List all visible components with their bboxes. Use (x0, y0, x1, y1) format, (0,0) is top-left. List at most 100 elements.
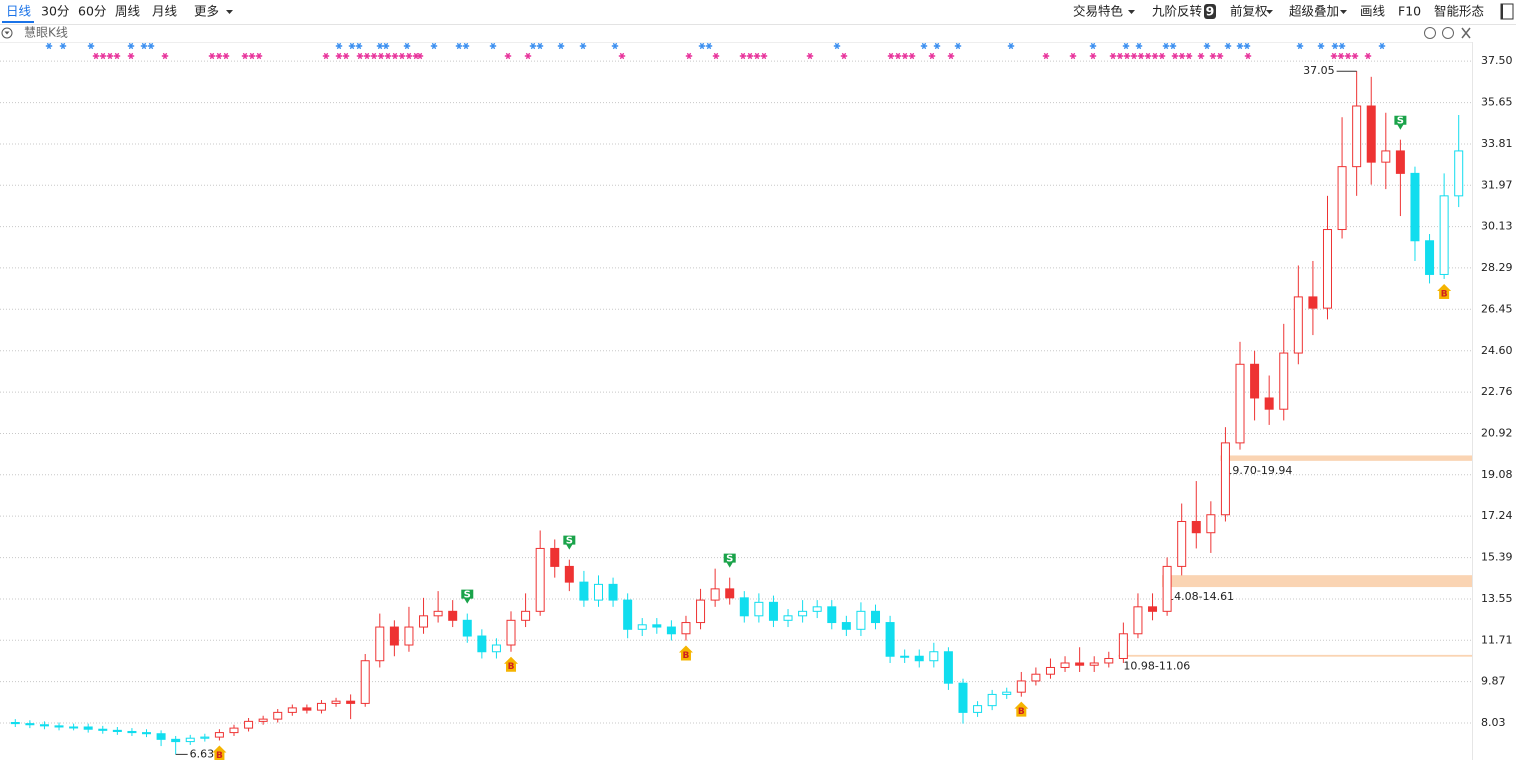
candle-body (1104, 657, 1114, 664)
candle-body (39, 724, 49, 727)
candle-body (1235, 363, 1245, 444)
candle-body (433, 610, 443, 617)
star (1169, 42, 1177, 50)
help-icon[interactable] (1442, 27, 1454, 39)
toolbar-item[interactable]: 超级叠加 (1289, 4, 1339, 19)
toolbar-tab[interactable]: 30分 (41, 4, 69, 19)
toolbar-item[interactable]: F10 (1398, 4, 1421, 19)
star (504, 52, 512, 60)
toolbar-tab[interactable]: 更多 (194, 4, 219, 19)
star (208, 52, 216, 60)
candle-body (1045, 666, 1055, 675)
star (59, 42, 67, 50)
star (462, 42, 470, 50)
candle-body (652, 624, 662, 628)
candle-body (696, 599, 706, 624)
candle-body (200, 736, 210, 739)
candle-body (841, 622, 851, 630)
y-tick-label: 15.39 (1481, 551, 1513, 564)
buy-label: B (1018, 707, 1025, 717)
toolbar-item[interactable]: 九阶反转 (1152, 4, 1202, 19)
star (746, 52, 754, 60)
buy-marker (678, 645, 693, 661)
star (1178, 52, 1186, 60)
star (222, 52, 230, 60)
panel-icon-frame[interactable] (1500, 3, 1514, 20)
star (416, 52, 424, 60)
buy-label: B (216, 751, 223, 760)
candle-body (1016, 680, 1026, 693)
toolbar-tab[interactable]: 周线 (115, 4, 141, 19)
close-icon[interactable] (1461, 27, 1471, 39)
candle-body (958, 682, 968, 713)
toolbar-tab[interactable]: 日线 (6, 4, 32, 19)
candle-body (244, 720, 254, 729)
star (370, 52, 378, 60)
candle-body (83, 726, 93, 730)
star (99, 52, 107, 60)
star (127, 42, 135, 50)
star (928, 52, 936, 60)
candle-body (1352, 105, 1362, 168)
candle-body (1220, 442, 1230, 516)
sell-label: S (464, 590, 471, 601)
candle-body (783, 615, 793, 621)
buy-marker (1437, 283, 1452, 299)
buy-label: B (683, 651, 690, 661)
toolbar-tab[interactable]: 月线 (152, 4, 178, 19)
min-label: 6.63 (190, 747, 215, 760)
candle-body (229, 727, 239, 734)
star (611, 42, 619, 50)
dropdown-arrow (1340, 10, 1347, 14)
toolbar-item[interactable]: 前复权 (1230, 4, 1268, 19)
candle-body (1381, 150, 1391, 163)
candle-body (346, 700, 356, 704)
candle-body (564, 565, 574, 583)
candle-body (375, 626, 385, 662)
candle-body (1002, 691, 1012, 695)
dropdown-arrow (226, 10, 233, 14)
candle-body (623, 599, 633, 630)
star (1338, 42, 1346, 50)
star (342, 52, 350, 60)
star (355, 42, 363, 50)
star (833, 42, 841, 50)
candle-body (812, 606, 822, 612)
sell-marker (563, 535, 576, 550)
candle-body (25, 723, 35, 726)
star (215, 52, 223, 60)
candle-body (316, 702, 326, 711)
badge (1204, 4, 1216, 19)
candle-body (579, 581, 589, 601)
star (1137, 52, 1145, 60)
toolbar-tab[interactable]: 60分 (78, 4, 106, 19)
star (1162, 42, 1170, 50)
candle-body (1250, 363, 1260, 399)
candle-body (754, 601, 764, 617)
star (1216, 52, 1224, 60)
support-band (1118, 654, 1472, 657)
toolbar-item[interactable]: 智能形态 (1434, 4, 1484, 19)
star (1337, 52, 1345, 60)
candle-body (1454, 150, 1464, 197)
star (335, 52, 343, 60)
toolbar-item[interactable]: 交易特色 (1073, 4, 1124, 19)
toolbar-item[interactable]: 画线 (1360, 4, 1386, 19)
y-tick-label: 9.87 (1481, 675, 1506, 688)
collapse-icon[interactable] (1, 27, 13, 39)
star (92, 52, 100, 60)
candle-body (827, 606, 837, 624)
candle-body (156, 733, 166, 740)
toolbar-item[interactable]: 9 (1206, 4, 1215, 19)
buy-label: B (1441, 289, 1448, 299)
sell-label: S (566, 536, 573, 547)
panel-icon[interactable] (1501, 4, 1503, 19)
candle-body (1293, 296, 1303, 354)
star (1123, 52, 1131, 60)
candle-body (171, 738, 181, 743)
y-tick-label: 19.08 (1481, 468, 1513, 481)
settings-icon[interactable] (1424, 27, 1436, 39)
star (1151, 52, 1159, 60)
star (1007, 42, 1015, 50)
candle-body (914, 655, 924, 662)
